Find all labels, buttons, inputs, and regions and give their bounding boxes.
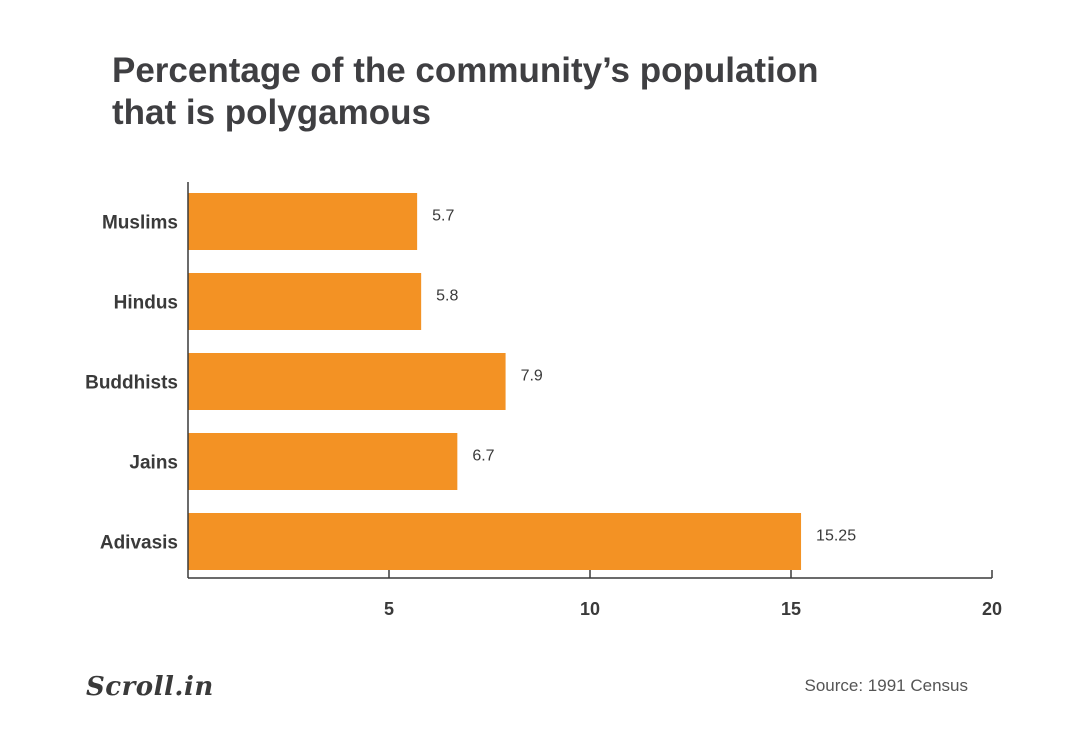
- category-label-adivasis: Adivasis: [100, 533, 178, 554]
- x-tick-label-15: 15: [781, 599, 801, 619]
- chart-title-line-2: that is polygamous: [112, 93, 431, 132]
- value-label-buddhists: 7.9: [521, 368, 543, 385]
- category-label-jains: Jains: [129, 453, 178, 474]
- category-label-buddhists: Buddhists: [85, 373, 178, 394]
- source-note: Source: 1991 Census: [804, 676, 969, 695]
- chart-title-line-1: Percentage of the community’s population: [112, 51, 819, 90]
- bar-adivasis: [188, 513, 802, 570]
- chart-title: Percentage of the community’s population…: [112, 50, 1012, 134]
- x-tick-label-10: 10: [580, 599, 600, 619]
- bar-muslims: [188, 193, 418, 250]
- category-label-hindus: Hindus: [114, 293, 178, 314]
- x-tick-label-5: 5: [384, 599, 394, 619]
- value-label-adivasis: 15.25: [816, 528, 856, 545]
- category-label-muslims: Muslims: [102, 213, 178, 234]
- value-label-jains: 6.7: [472, 448, 494, 465]
- value-label-muslims: 5.7: [432, 208, 454, 225]
- bar-jains: [188, 433, 458, 490]
- bar-buddhists: [188, 353, 506, 410]
- x-tick-label-20: 20: [982, 599, 1002, 619]
- scroll-in-logo: Scroll.in: [86, 672, 214, 702]
- bar-hindus: [188, 273, 422, 330]
- value-label-hindus: 5.8: [436, 288, 458, 305]
